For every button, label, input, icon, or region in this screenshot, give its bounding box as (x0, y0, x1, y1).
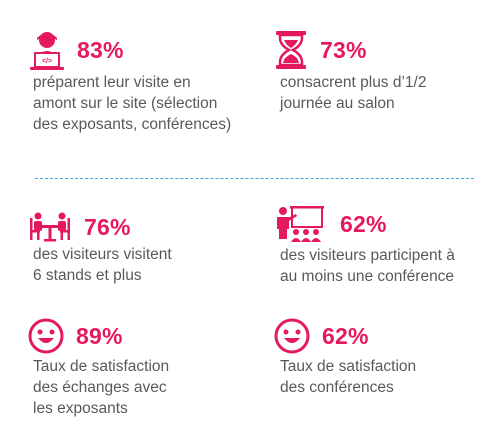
stat-percent: 73% (320, 36, 367, 63)
stat-description: Taux de satisfaction des échanges avec l… (28, 356, 169, 419)
stat-percent: 62% (322, 322, 369, 349)
stat-header: 76% (28, 212, 172, 242)
person-laptop-icon: </> (28, 30, 66, 70)
stat-exhibitor-satisfaction: 89% Taux de satisfaction des échanges av… (28, 318, 169, 419)
conference-presenter-icon (274, 205, 326, 243)
stat-description-line: des visiteurs participent à (280, 247, 455, 264)
hourglass-icon (274, 30, 308, 70)
stat-site-preparation: </> 83% préparent leur visite en amont s… (28, 30, 231, 135)
smiley-face-icon (28, 318, 64, 354)
stat-header: 73% (274, 30, 426, 70)
smiley-face-icon (274, 318, 310, 354)
stat-description-line: des échanges avec (33, 379, 167, 396)
stat-description: des visiteurs participent à au moins une… (274, 245, 455, 287)
stat-percent: 76% (84, 213, 131, 240)
stat-description-line: Taux de satisfaction (33, 358, 170, 375)
stat-description: Taux de satisfaction des conférences (274, 356, 416, 398)
stat-description-line: des visiteurs visitent (33, 246, 172, 263)
stat-description-line: consacrent plus d’1/2 (280, 74, 427, 91)
stat-header: 62% (274, 205, 455, 243)
stat-description-line: amont sur le site (sélection (33, 95, 218, 112)
stat-description-line: 6 stands et plus (33, 267, 142, 284)
stat-description-line: des conférences (280, 379, 394, 396)
stat-percent: 62% (340, 210, 387, 237)
stat-time-spent: 73% consacrent plus d’1/2 journée au sal… (274, 30, 426, 114)
stat-description: consacrent plus d’1/2 journée au salon (274, 72, 426, 114)
stat-description: des visiteurs visitent 6 stands et plus (28, 244, 172, 286)
stat-header: </> 83% (28, 30, 231, 70)
stat-stands-visited: 76% des visiteurs visitent 6 stands et p… (28, 212, 172, 286)
stat-conference-satisfaction: 62% Taux de satisfaction des conférences (274, 318, 416, 398)
stat-conference-attendance: 62% des visiteurs participent à au moins… (274, 205, 455, 287)
stat-percent: 83% (77, 36, 124, 63)
stat-description-line: Taux de satisfaction (280, 358, 417, 375)
stat-description-line: des exposants, conférences) (33, 116, 232, 133)
section-divider (35, 178, 474, 179)
stat-description-line: les exposants (33, 400, 128, 417)
stat-percent: 89% (76, 322, 123, 349)
stat-description: préparent leur visite en amont sur le si… (28, 72, 231, 135)
stat-description-line: au moins une conférence (280, 268, 455, 285)
stat-description-line: préparent leur visite en (33, 74, 191, 91)
stat-header: 89% (28, 318, 169, 354)
stat-header: 62% (274, 318, 416, 354)
stat-description-line: journée au salon (280, 95, 395, 112)
meeting-table-icon (28, 212, 72, 242)
svg-text:</>: </> (42, 58, 52, 65)
